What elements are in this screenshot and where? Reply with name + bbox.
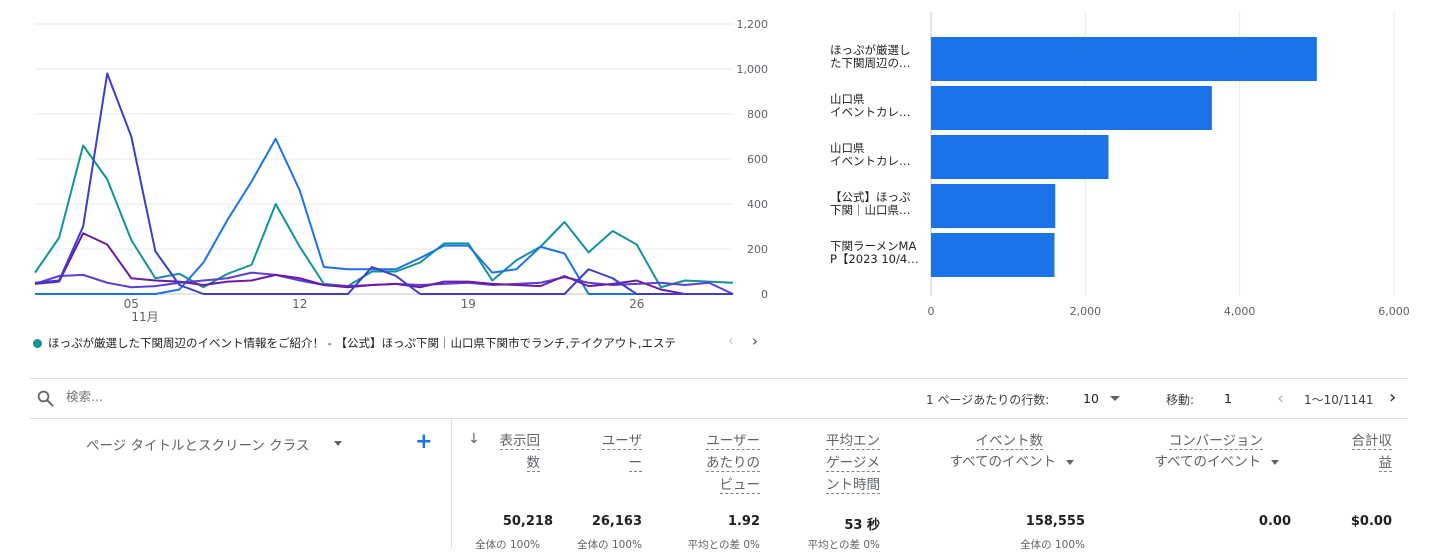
y-tick-label: 800 [747,108,768,121]
total-revenue: $0.00 [1350,514,1392,529]
bar-category-label: 山口県 [830,141,865,155]
conversions-caret-icon[interactable] [1271,459,1279,465]
column-divider [451,419,452,548]
bar-category-label: た下関周辺の… [830,56,911,70]
dimension-dropdown-caret-icon[interactable] [334,441,342,446]
x-tick-label: 0 [928,305,935,318]
line-series-2[interactable] [34,271,734,295]
total-views-per-user-diff: 平均との差 0% [687,539,760,551]
legend-prev-icon[interactable]: ‹ [728,333,734,349]
previous-page-icon[interactable]: ‹ [1277,388,1285,409]
search-icon [37,390,54,407]
y-tick-label: 1,200 [737,18,769,31]
metric-header-event-count[interactable]: イベント数 [975,433,1043,450]
bar-category-label: ほっぷが厳選し [830,43,911,57]
x-tick-label: 4,000 [1224,305,1256,318]
event-count-caret-icon[interactable] [1066,459,1074,465]
total-conversions: 0.00 [1258,514,1291,529]
total-users-share: 全体の 100% [577,539,642,551]
total-avg-engagement: 53 秒 [844,518,880,533]
toolbar-top-divider [30,378,1408,379]
rows-per-page-label: 1 ページあたりの行数: [926,393,1050,407]
next-page-icon[interactable]: › [1389,387,1397,408]
total-views: 50,218 [502,514,553,529]
line-series-3[interactable] [34,232,733,295]
metric-header-views-per-user[interactable]: ユーザー あたりの ビュー [706,433,760,494]
total-event-count-share: 全体の 100% [1020,539,1085,551]
bar[interactable] [931,184,1056,228]
bar-chart: ほっぷが厳選した下関周辺の…山口県イベントカレ…山口県イベントカレ…【公式】ほっ… [830,12,1410,318]
x-tick-label: 12 [292,297,307,311]
x-tick-label: 19 [461,297,476,311]
bar[interactable] [931,233,1055,277]
metric-header-conversions[interactable]: コンバージョン [1168,433,1263,450]
legend-next-icon[interactable]: › [752,332,758,350]
add-dimension-icon[interactable]: + [415,429,433,453]
chart-legend: ほっぷが厳選した下関周辺のイベント情報をご紹介！ - 【公式】ほっぷ下関｜山口県… [33,334,768,352]
y-tick-label: 200 [747,243,768,256]
dimension-header[interactable]: ページ タイトルとスクリーン クラス [86,438,310,454]
bar[interactable] [931,86,1212,130]
bar-category-label: 【公式】ほっぷ [830,190,911,204]
rows-per-page-select[interactable]: 10 [1083,391,1099,406]
total-users: 26,163 [591,514,642,529]
y-tick-label: 400 [747,198,768,211]
total-avg-engagement-diff: 平均との差 0% [807,539,880,551]
x-tick-label: 6,000 [1378,305,1410,318]
metric-header-avg-engagement[interactable]: 平均エン ゲージメ ント時間 [826,433,880,494]
bar-category-label: 山口県 [830,92,865,106]
toolbar-bottom-divider [30,418,1408,419]
x-tick-label: 05 [124,297,139,311]
total-event-count: 158,555 [1025,514,1085,529]
line-series-4[interactable] [34,72,733,295]
rows-per-page-caret-icon[interactable] [1110,396,1120,401]
x-tick-label: 26 [629,297,644,311]
bar-category-label: P【2023 10/4… [830,252,919,266]
bar-category-label: イベントカレ… [830,154,911,168]
bar-category-label: 下関｜山口県… [830,203,911,217]
goto-page-label: 移動: [1166,393,1195,407]
goto-page-input[interactable]: 1 [1224,391,1232,406]
line-chart: 0 200 400 600 800 1,000 1,200 05 12 19 26 11月 [34,18,769,324]
x-axis-month-label: 11月 [131,310,158,324]
pagination-range: 1〜10/1141 [1304,393,1374,407]
line-series-0[interactable] [34,144,734,289]
bar-category-label: イベントカレ… [830,105,911,119]
line-series-1[interactable] [35,137,733,295]
legend-item-label[interactable]: ほっぷが厳選した下関周辺のイベント情報をご紹介！ - 【公式】ほっぷ下関｜山口県… [48,336,677,350]
metric-header-total-revenue[interactable]: 合計収 益 [1351,433,1392,472]
y-tick-label: 600 [747,153,768,166]
bar-category-label: 下関ラーメンMA [830,239,916,253]
y-tick-label: 1,000 [737,63,769,76]
legend-color-dot [33,338,42,348]
conversions-selector[interactable]: すべてのイベント [1154,451,1279,473]
bar[interactable] [931,135,1109,179]
total-views-per-user: 1.92 [727,514,760,529]
total-views-share: 全体の 100% [475,539,540,551]
y-tick-label: 0 [761,288,768,301]
bar[interactable] [931,37,1317,81]
metric-header-views[interactable]: 表示回 数 [499,433,540,472]
sort-descending-icon[interactable]: ↓ [468,431,480,447]
event-count-selector[interactable]: すべてのイベント [949,451,1074,473]
search-input[interactable] [66,389,466,404]
metric-header-users[interactable]: ユーザ ー [601,433,642,472]
x-tick-label: 2,000 [1070,305,1102,318]
